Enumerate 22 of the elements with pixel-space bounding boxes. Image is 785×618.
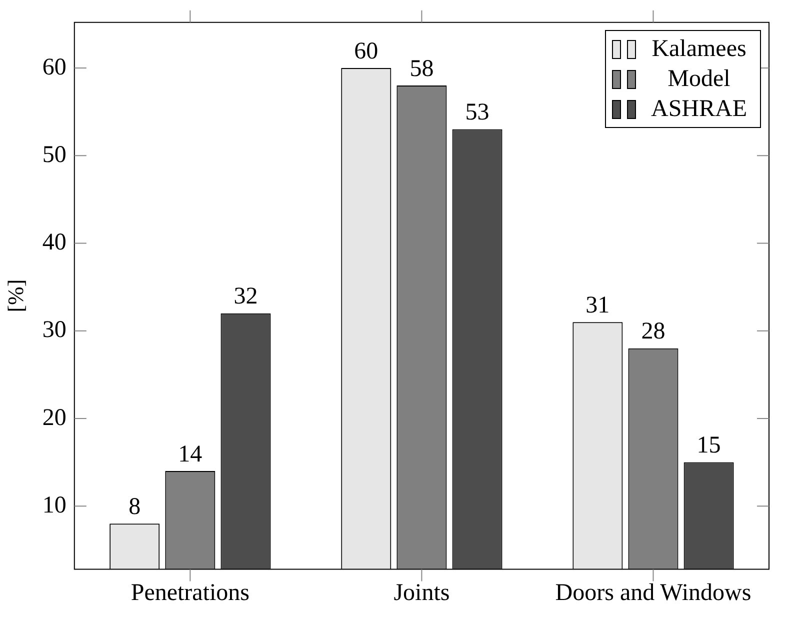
legend-label: Model (666, 65, 732, 94)
y-tick-label: 60 (42, 54, 66, 80)
x-tick-label: Joints (394, 580, 450, 606)
x-tick-label: Penetrations (130, 580, 250, 606)
data-label: 14 (178, 441, 202, 468)
legend-label: ASHRAE (650, 95, 748, 124)
data-label: 53 (465, 100, 490, 126)
y-tick-label: 30 (42, 317, 66, 344)
y-axis-title: [%] (2, 279, 28, 312)
x-tick-label: Doors and Windows (555, 580, 752, 606)
y-tick-label: 20 (42, 404, 66, 431)
legend-label: Kalamees (650, 35, 748, 64)
data-label: 8 (128, 494, 141, 520)
data-label: 32 (234, 284, 258, 310)
data-label: 31 (586, 292, 610, 318)
data-label: 15 (696, 432, 721, 459)
y-tick-label: 10 (42, 492, 66, 518)
data-label: 60 (354, 38, 378, 64)
y-tick-label: 40 (42, 230, 66, 256)
y-tick-label: 50 (42, 142, 66, 168)
data-label: 58 (410, 56, 434, 82)
data-label: 28 (641, 318, 666, 345)
